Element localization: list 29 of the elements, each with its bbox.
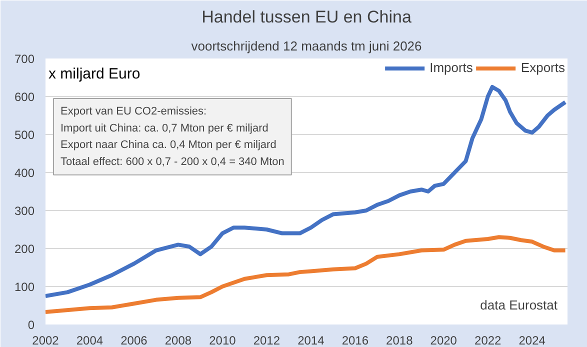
x-tick-label: 2010 [209,334,236,347]
x-tick-label: 2020 [430,334,458,347]
x-tick-label: 2014 [298,334,325,347]
legend-label: Imports [430,60,473,75]
chart-title: Handel tussen EU en China [202,8,412,26]
annotation: data Eurostat [480,298,558,312]
y-tick-label: 700 [14,52,35,66]
line-series [46,235,568,314]
y-tick-label: 600 [14,90,35,104]
annotation: Export van EU CO2-emissies: Import uit China: ca. 0,7 Mton per € miljard Export naar China ca. 0,4 Mton per € miljard Totaal effect: 600 x 0,7 - 200 x 0,4 = 340 Mton [60,106,284,168]
y-tick-label: 500 [14,128,35,142]
chart-subtitle: voortschrijdend 12 maands tm juni 2026 [191,38,422,54]
y-tick-label: 100 [14,280,35,294]
x-tick-label: 2018 [386,334,414,347]
y-tick-label: 200 [14,242,35,256]
y-axis-title: x miljard Euro [48,66,140,82]
x-tick-label: 2016 [342,334,369,347]
legend-label: Exports [520,60,565,75]
x-tick-label: 2004 [76,334,104,347]
x-tick-label: 2006 [120,334,148,347]
x-tick-label: 2002 [32,334,60,347]
x-tick-label: 2022 [474,334,502,347]
y-tick-label: 0 [28,318,35,332]
y-tick-label: 400 [14,166,35,180]
x-tick-label: 2012 [253,334,280,347]
x-tick-label: 2024 [518,334,546,347]
line-series [46,85,568,298]
x-tick-label: 2008 [164,334,192,347]
y-tick-label: 300 [14,204,35,218]
